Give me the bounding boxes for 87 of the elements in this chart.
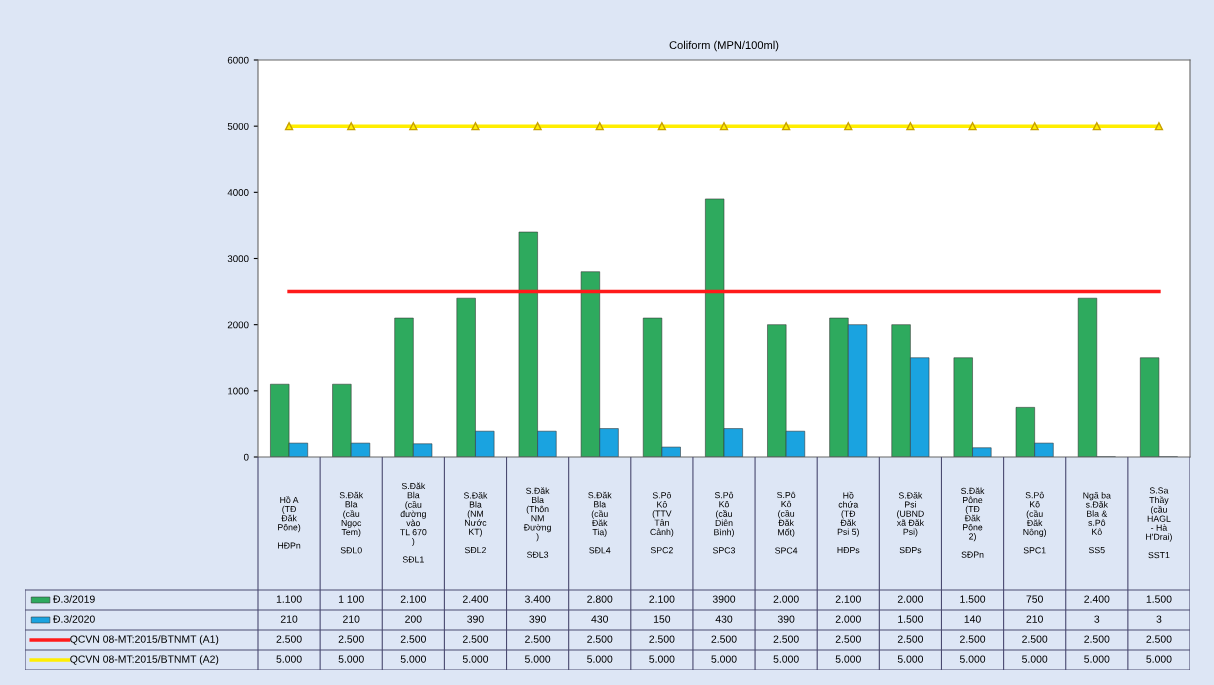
x-tick-label: S.Đăk Bla (cầu đường vào TL 670 ) SĐL1 (400, 482, 427, 563)
data-label: 2.400 (462, 595, 489, 603)
data-label: 2.400 (1084, 595, 1110, 603)
data-label: 1.500 (898, 615, 924, 623)
data-label: 5.000 (835, 655, 861, 663)
data-label: 1.500 (1146, 595, 1172, 603)
data-label: 430 (715, 615, 733, 623)
data-label: 3 (1156, 615, 1162, 623)
y-tick-label: 3000 (227, 255, 249, 263)
data-label: 3 (1094, 615, 1100, 623)
data-label: 5.000 (711, 655, 737, 663)
y-tick-label: 2000 (227, 321, 249, 329)
data-label: 2.500 (835, 635, 861, 643)
data-label: 2.000 (897, 595, 924, 603)
y-tick-label: 5000 (227, 122, 249, 130)
data-label: 2.100 (400, 595, 426, 603)
data-label: 150 (653, 615, 671, 623)
x-tick-label: S.Pô Kô (cầu Đăk Mốt) SPC4 (775, 491, 798, 554)
data-label: 140 (964, 615, 981, 623)
data-label: 2.500 (649, 635, 675, 643)
x-tick-label: S.Đăk Psi (UBND xã Đăk Psi) SĐPs (896, 491, 925, 554)
data-label: 2.500 (525, 635, 551, 643)
x-tick-label: S.Sa Thầy (cầu HAGL - Hà H'Drai) SST1 (1146, 487, 1172, 559)
data-label: 2.000 (835, 615, 861, 623)
data-label: 2.500 (773, 635, 799, 643)
legend-label: QCVN 08-MT:2015/BTNMT (A1) (70, 635, 219, 645)
y-tick-label: 0 (243, 453, 249, 461)
data-label: 5.000 (462, 655, 489, 663)
data-label: 1 100 (338, 595, 364, 603)
data-label: 200 (405, 615, 422, 623)
data-label: 390 (777, 615, 795, 623)
data-label: 210 (343, 615, 360, 623)
x-tick-label: S.Đăk Bla (NM Nước KT) SĐL2 (463, 491, 488, 554)
data-label: 5.000 (1022, 655, 1048, 663)
legend-label: Đ.3/2020 (53, 615, 95, 623)
data-label: 5.000 (959, 655, 986, 663)
x-tick-label: Hồ chứa (TĐ Đăk Psi 5) HĐPs (837, 491, 860, 554)
data-label: 2.500 (1022, 635, 1048, 643)
data-label: 390 (529, 615, 546, 623)
y-tick-label: 4000 (227, 189, 249, 196)
data-label: 2.500 (960, 635, 986, 643)
data-label: 1.500 (960, 595, 986, 603)
data-label: 210 (1026, 615, 1043, 623)
data-label: 5.000 (400, 655, 426, 663)
x-tick-label: S.Đăk Pône (TĐ Đăk Pône 2) SĐPn (961, 487, 985, 558)
data-label: 3.400 (524, 595, 551, 603)
data-label: 5.000 (773, 655, 799, 663)
data-label: 2.100 (649, 595, 675, 603)
data-label: 2.800 (587, 595, 613, 603)
chart-title: Coliform (MPN/100ml) (669, 40, 779, 52)
x-tick-label: Hồ A (TĐ Đăk Pône) HĐPn (278, 496, 301, 549)
data-label: 2.000 (773, 595, 799, 603)
data-label: 5.000 (524, 655, 551, 663)
data-label: 750 (1026, 595, 1043, 603)
data-label: 2.100 (835, 595, 861, 603)
category-label: Ngã ba s.Đăk Bla & s.Pô Kô SS5 (1083, 492, 1111, 554)
data-label: 5.000 (897, 655, 924, 663)
legend-label: QCVN 08-MT:2015/BTNMT (A2) (70, 655, 219, 665)
x-tick-label: S.Đăk Bla (cầu Ngọc Tem) SĐL0 (339, 491, 364, 554)
data-label: 430 (591, 615, 609, 623)
data-label: 1.100 (276, 595, 302, 603)
x-tick-label: S.Pô Kô (cầu Diên Bình) SPC3 (712, 491, 736, 554)
legend-label: Đ.3/2019 (53, 595, 95, 603)
x-tick-label: S.Đăk Bla (cầu Đăk Tia) SĐL4 (588, 491, 612, 554)
data-label: 2.500 (338, 635, 364, 643)
x-tick-label: S.Đăk Bla (Thôn NM Đường ) SĐL3 (523, 487, 551, 558)
data-label: 2.500 (711, 635, 737, 643)
x-tick-label: S.Pô Kô (TTV Tân Cảnh) SPC2 (650, 491, 674, 554)
data-label: 5.000 (1084, 655, 1110, 663)
data-label: 2.500 (587, 635, 613, 643)
data-label: 5.000 (587, 655, 613, 663)
data-label: 2.500 (462, 635, 489, 643)
data-label: 5.000 (649, 655, 675, 663)
data-label: 2.500 (1146, 635, 1172, 643)
data-label: 5.000 (276, 655, 302, 663)
data-label: 2.500 (1084, 635, 1110, 643)
data-label: 390 (467, 615, 484, 623)
data-label: 2.500 (897, 635, 924, 643)
data-label: 5.000 (338, 655, 364, 663)
data-label: 2.500 (400, 635, 426, 643)
x-tick-label: S.Pô Kô (cầu Đăk Nông) SPC1 (1023, 491, 1047, 554)
data-label: 2.500 (276, 635, 302, 643)
data-label: 5.000 (1146, 655, 1172, 663)
data-label: 210 (280, 615, 298, 623)
y-tick-label: 6000 (227, 56, 249, 64)
y-tick-label: 1000 (228, 387, 249, 395)
data-label: 3900 (712, 595, 736, 603)
